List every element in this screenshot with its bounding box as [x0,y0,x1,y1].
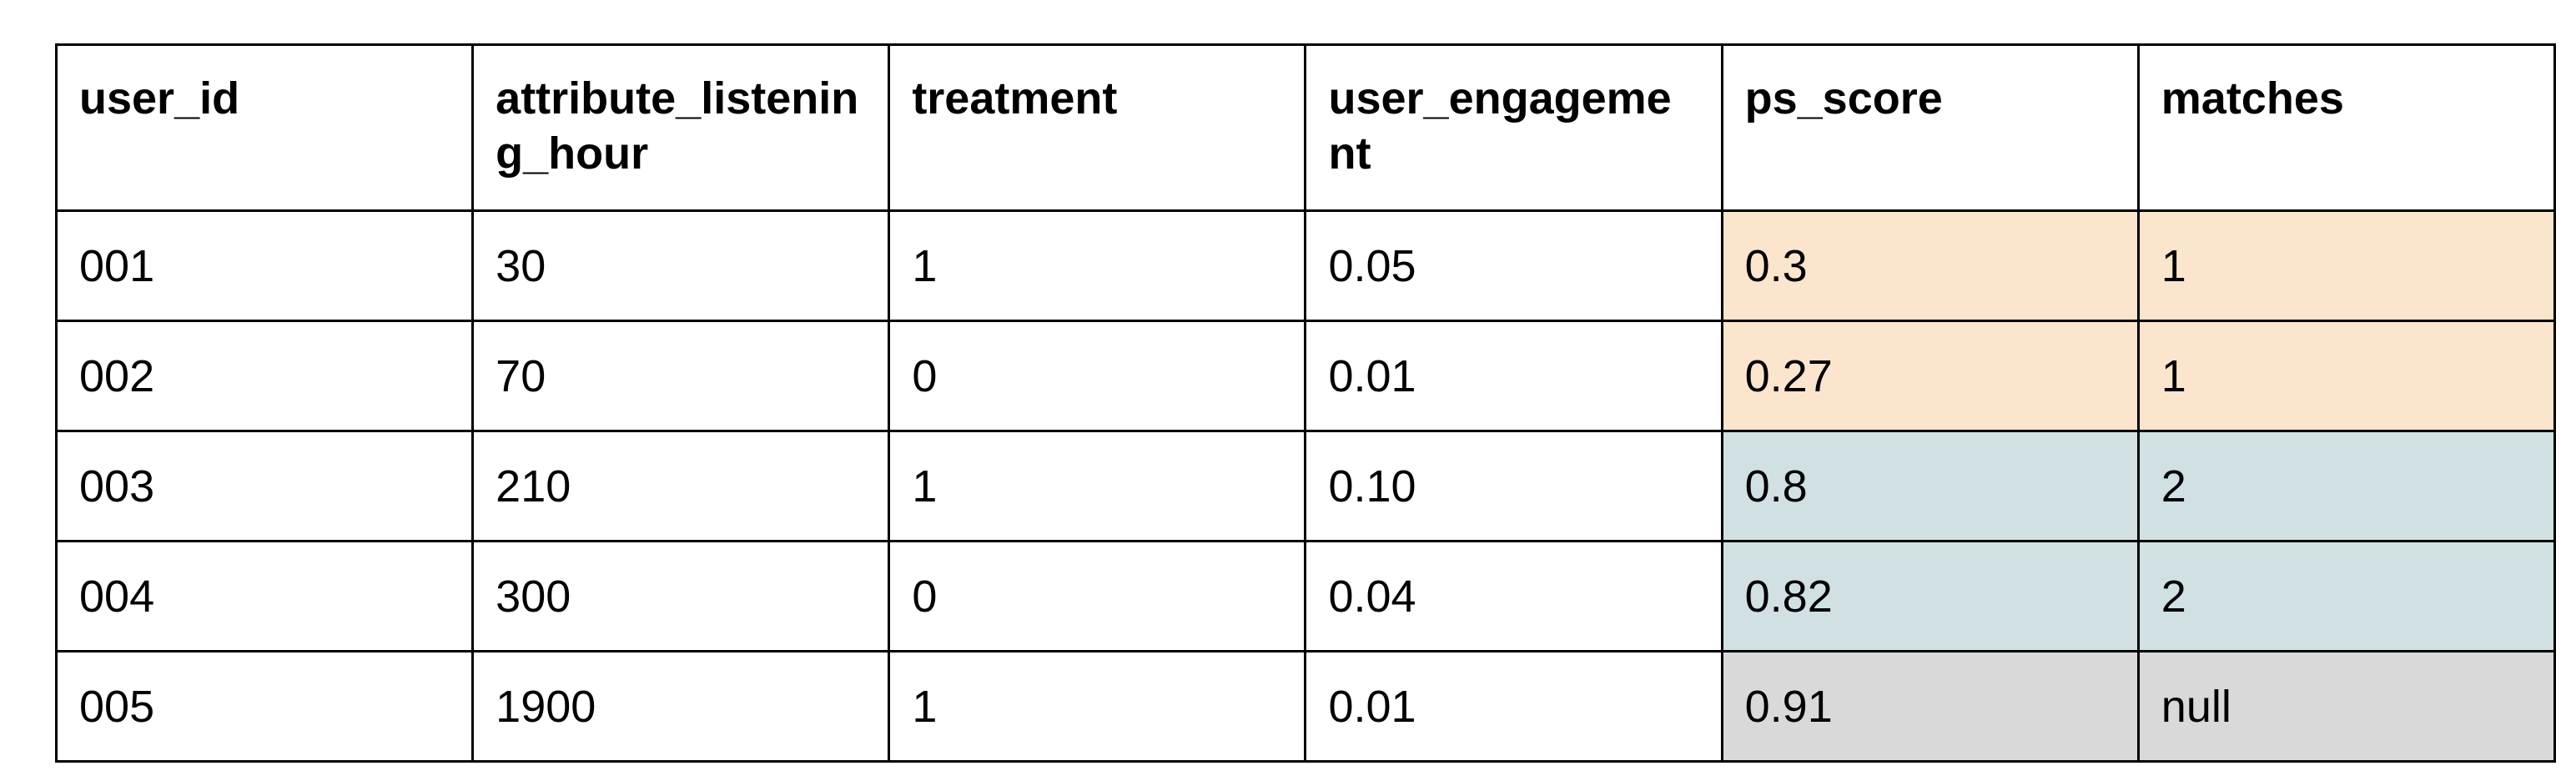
table-cell: 0.01 [1304,650,1723,763]
table-cell: 005 [54,650,475,763]
table-cell: 2 [2136,540,2557,653]
table-cell: 1 [888,209,1307,322]
table-cell: 1 [888,650,1307,763]
table-cell: 002 [54,320,475,432]
table-cell: 0.8 [1720,430,2140,542]
header-cell: matches [2136,43,2557,212]
table-cell: 0 [888,320,1307,432]
table-cell: 0.05 [1304,209,1723,322]
table-cell: 003 [54,430,475,542]
table-cell: 30 [471,209,891,322]
table-body: 001 30 1 0.05 0.3 1 002 70 0 0.01 0.27 1 003 210 1 0.10… [54,209,2557,763]
table-cell: 0.91 [1720,650,2140,763]
table-cell: 0.01 [1304,320,1723,432]
table-cell: 0.10 [1304,430,1723,542]
header-cell: ps_score [1720,43,2140,212]
table-row: 005 1900 1 0.01 0.91 null [54,650,2557,763]
table-cell: 70 [471,320,891,432]
header-cell: user_id [54,43,475,212]
header-cell: attribute_listening_hour [471,43,891,212]
table-cell: 0.82 [1720,540,2140,653]
table-cell: 1 [888,430,1307,542]
table-cell: 001 [54,209,475,322]
table-cell: 0 [888,540,1307,653]
table-cell: 0.04 [1304,540,1723,653]
header-cell: user_engagement [1304,43,1723,212]
table-cell: 210 [471,430,891,542]
table-cell: 1 [2136,320,2557,432]
table-cell: 0.27 [1720,320,2140,432]
header-cell: treatment [888,43,1307,212]
table-cell: 1900 [471,650,891,763]
table-row: 002 70 0 0.01 0.27 1 [54,320,2557,432]
data-table: user_id attribute_listening_hour treatment… [54,43,2557,763]
table-cell: null [2136,650,2557,763]
table-cell: 0.3 [1720,209,2140,322]
table-row: 001 30 1 0.05 0.3 1 [54,209,2557,322]
header-row: user_id attribute_listening_hour treatment… [54,43,2557,212]
table-cell: 2 [2136,430,2557,542]
table-row: 004 300 0 0.04 0.82 2 [54,540,2557,653]
table-cell: 1 [2136,209,2557,322]
table-cell: 004 [54,540,475,653]
table-cell: 300 [471,540,891,653]
table-row: 003 210 1 0.10 0.8 2 [54,430,2557,542]
